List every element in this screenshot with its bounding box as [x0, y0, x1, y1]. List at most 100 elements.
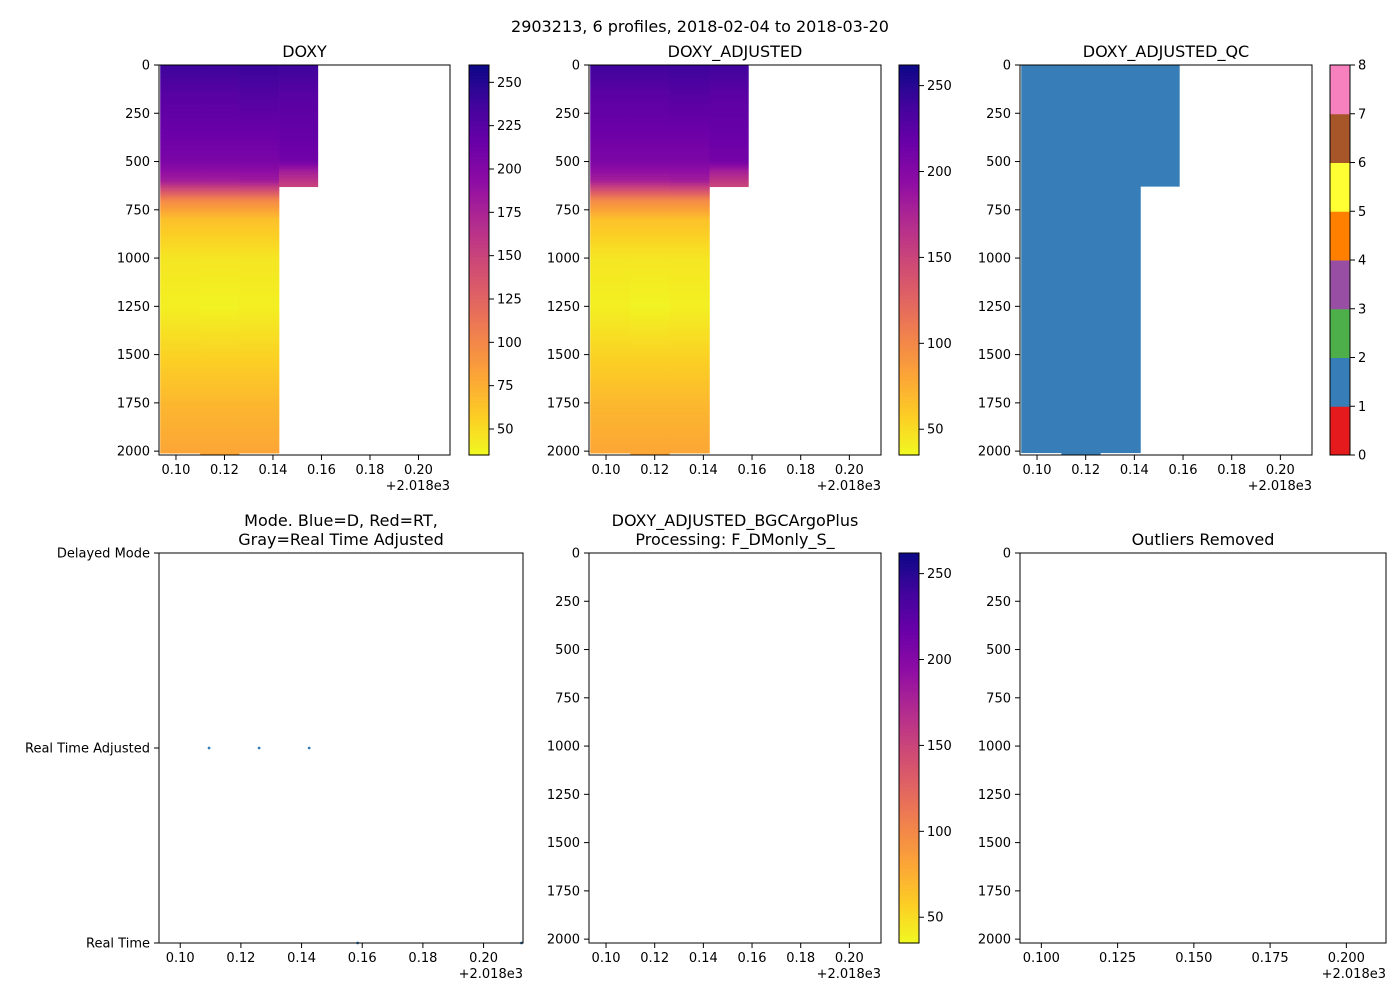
colorbar-band	[899, 120, 919, 125]
profile-cell	[160, 252, 201, 255]
profile-cell	[709, 165, 749, 168]
profile-cell	[160, 410, 201, 413]
profile-cell	[239, 146, 280, 149]
y-tick-label: 1000	[117, 252, 150, 267]
profile-cell	[200, 204, 240, 207]
profile-cell	[630, 184, 670, 188]
profile-cell	[160, 146, 201, 149]
colorbar-band	[899, 162, 919, 167]
profile-cell	[200, 109, 240, 112]
colorbar-band	[469, 169, 489, 173]
profile-cell	[200, 281, 240, 284]
profile-cell	[239, 258, 280, 261]
profile-cell	[590, 344, 631, 348]
profile-cell	[630, 306, 670, 309]
profile-cell	[669, 375, 710, 379]
profile-cell	[630, 321, 670, 325]
panel-title-line: Mode. Blue=D, Red=RT,	[244, 511, 438, 530]
profile-cell	[590, 335, 631, 338]
profile-cell	[239, 321, 280, 325]
profile-cell	[709, 142, 749, 145]
profile-cell	[669, 244, 710, 247]
colorbar-band	[899, 611, 919, 616]
profile-cell	[160, 429, 201, 433]
profile-cell	[200, 312, 240, 315]
colorbar-band	[899, 328, 919, 333]
profile-cell	[239, 113, 280, 116]
x-tick-label: 0.125	[1099, 951, 1136, 966]
profile-cell	[669, 327, 710, 330]
profile-cell	[239, 84, 280, 87]
profile-cell	[630, 95, 670, 99]
profile-cell	[669, 377, 710, 381]
profile-cell	[200, 92, 240, 95]
colorbar-band	[469, 386, 489, 391]
profile-cell	[160, 391, 201, 394]
profile-cell	[630, 244, 670, 247]
profile-cell	[200, 128, 240, 132]
profile-cell	[669, 404, 710, 408]
y-tick-label: 0	[572, 59, 580, 74]
profile-cell	[709, 105, 749, 108]
colorbar-band	[899, 123, 919, 128]
profile-cell	[590, 385, 631, 388]
colorbar-band	[469, 315, 489, 320]
colorbar-band	[469, 432, 489, 437]
profile-cell	[160, 80, 201, 83]
profile-cell	[279, 136, 319, 139]
profile-cell	[630, 385, 670, 388]
colorbar-band	[899, 657, 919, 661]
profile-cell	[160, 190, 201, 193]
profile-cell	[239, 277, 280, 280]
colorbar-band	[899, 331, 919, 336]
profile-cell	[160, 196, 201, 199]
profile-cell	[630, 350, 670, 354]
profile-cell	[590, 182, 631, 186]
profile-cell	[709, 157, 749, 161]
profile-cell	[709, 161, 749, 164]
profile-cell	[630, 379, 670, 383]
profile-cell	[669, 381, 710, 384]
profile-cell	[709, 149, 749, 153]
colorbar-band	[899, 399, 919, 404]
profile-cell	[200, 256, 240, 259]
profile-cell	[669, 441, 710, 444]
colorbar-band	[469, 120, 489, 125]
profile-cell	[709, 111, 749, 114]
profile-cell	[239, 263, 280, 267]
profile-cell	[239, 211, 280, 215]
profile-cell	[160, 267, 201, 271]
colorbar-tick-label: 150	[927, 739, 952, 754]
profile-cell	[630, 171, 670, 174]
colorbar-band	[469, 243, 489, 248]
profile-cell	[669, 202, 710, 205]
profile-cell	[239, 337, 280, 340]
profile-cell	[709, 99, 749, 103]
colorbar-tick-label: 100	[927, 825, 952, 840]
colorbar-band	[469, 152, 489, 157]
profile-cell	[669, 294, 710, 298]
profile-cell	[200, 217, 240, 220]
colorbar-band	[469, 416, 489, 420]
profile-cell	[239, 261, 280, 265]
y-tick-label: 1750	[547, 884, 580, 899]
profile-cell	[590, 271, 631, 274]
profile-cell	[669, 223, 710, 226]
profile-cell	[590, 169, 631, 172]
profile-cell	[709, 184, 749, 188]
profile-cell	[590, 265, 631, 269]
colorbar-band	[469, 282, 489, 287]
profile-cell	[669, 302, 710, 305]
colorbar-band	[899, 94, 919, 99]
profile-cell	[669, 182, 710, 186]
profile-cell	[160, 381, 201, 384]
y-tick-label: 1500	[117, 348, 150, 363]
colorbar-band	[899, 696, 919, 700]
colorbar-band	[899, 832, 919, 837]
colorbar-band	[469, 84, 489, 89]
profile-cell	[630, 142, 670, 145]
colorbar-band	[899, 627, 919, 632]
profile-cell	[160, 221, 201, 224]
colorbar-band	[469, 328, 489, 333]
colorbar-tick-label: 7	[1358, 107, 1366, 122]
